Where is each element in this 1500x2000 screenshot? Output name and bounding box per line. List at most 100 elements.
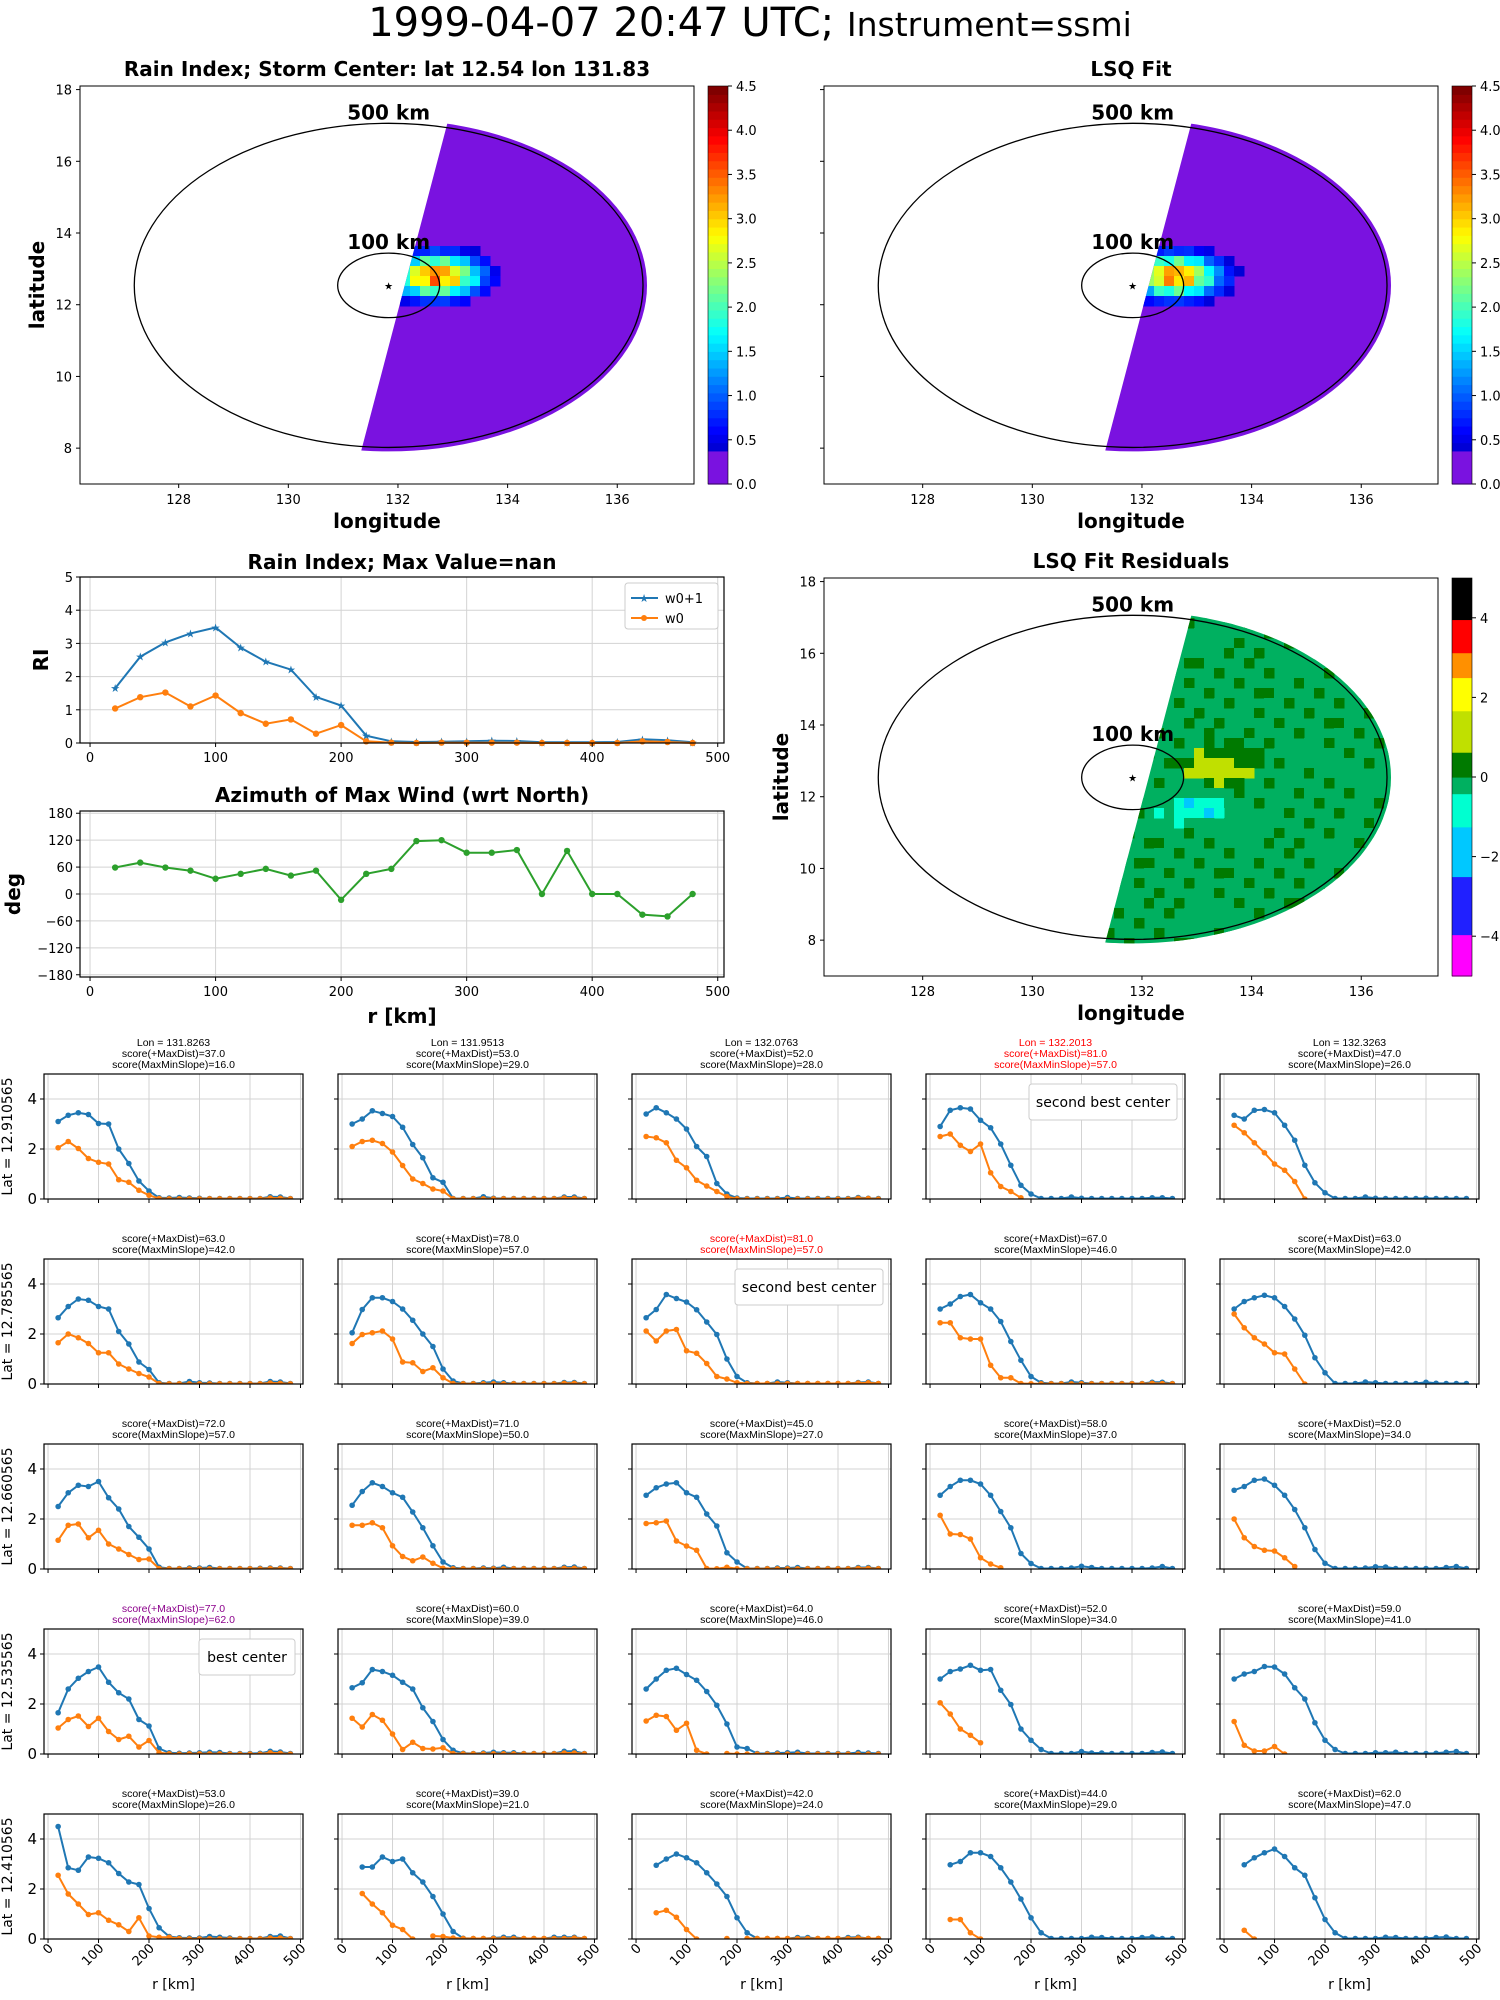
data-point: [1322, 1737, 1328, 1744]
series-w0+1: [55, 1109, 294, 1199]
heatmap-cell: [1324, 598, 1335, 609]
heatmap-cell: [1154, 276, 1165, 287]
data-point: [105, 1494, 112, 1501]
heatmap-cell: [884, 688, 895, 699]
heatmap-cell: [1314, 918, 1325, 929]
heatmap-cell: [420, 276, 431, 287]
heatmap-cell: [1244, 768, 1255, 779]
heatmap-cell: [1174, 246, 1185, 257]
panel-title: Rain Index; Max Value=nan: [248, 550, 557, 574]
data-point: [216, 1565, 223, 1569]
data-point: [987, 1561, 994, 1567]
heatmap-cell: [1204, 718, 1215, 729]
heatmap-cell: [844, 898, 855, 909]
heatmap-cell: [1214, 758, 1225, 769]
heatmap-cell: [1114, 658, 1125, 669]
data-point: [764, 1751, 771, 1754]
panel-score-label: score(MaxMinSlope)=24.0: [700, 1799, 823, 1811]
heatmap-cell: [984, 878, 995, 889]
data-point: [663, 1713, 670, 1720]
data-point: [65, 1331, 72, 1337]
series-line: [645, 1481, 879, 1569]
data-point: [875, 1935, 882, 1939]
heatmap-cell: [1344, 898, 1355, 909]
heatmap-cell: [934, 598, 945, 609]
heatmap-cell: [964, 618, 975, 629]
heatmap-cell: [1194, 658, 1205, 669]
heatmap-cell: [1274, 858, 1285, 869]
data-point: [440, 1565, 446, 1569]
heatmap-cell: [1134, 578, 1145, 589]
data-point: [399, 1306, 406, 1312]
data-point: ★: [211, 621, 221, 634]
data-point: [146, 1192, 152, 1199]
series-w0+1: [1231, 1476, 1470, 1569]
colorbar-segment: [1452, 586, 1472, 596]
data-point: [430, 1542, 436, 1549]
heatmap-cell: [984, 588, 995, 599]
heatmap-cell: [1174, 968, 1185, 979]
data-point: [146, 1374, 152, 1380]
heatmap-cell: [1224, 768, 1235, 779]
data-point: [967, 1732, 974, 1739]
data-point: [337, 721, 345, 729]
heatmap-cell: [1254, 858, 1265, 869]
data-point: [1241, 1129, 1248, 1136]
axes-frame: [1219, 1443, 1480, 1570]
data-point: [379, 1328, 386, 1334]
data-point: [1231, 1306, 1237, 1312]
heatmap-cell: [1344, 588, 1355, 599]
heatmap-cell: [1334, 728, 1345, 739]
panel-score-label: score(+MaxDist)=42.0: [710, 1788, 813, 1800]
heatmap-cell: [1024, 658, 1035, 669]
data-point: [95, 1909, 102, 1916]
panel-score-label: score(MaxMinSlope)=41.0: [1288, 1614, 1411, 1626]
data-point: [287, 1751, 294, 1754]
heatmap-cell: [1184, 798, 1195, 809]
heatmap-cell: [1214, 718, 1225, 729]
data-point: [1098, 1380, 1105, 1384]
data-point: [764, 1565, 771, 1569]
heatmap-cell: [1294, 898, 1305, 909]
data-point: [734, 1559, 740, 1565]
data-point: [1251, 1748, 1258, 1754]
data-point: [653, 1519, 660, 1526]
heatmap-cell: [1194, 828, 1205, 839]
data-point: [105, 1161, 112, 1167]
colorbar-segment: [1452, 334, 1472, 344]
heatmap-cell: [1234, 668, 1245, 679]
series-w0: [55, 1331, 294, 1384]
heatmap-cell: [1314, 828, 1325, 839]
data-point: [997, 1183, 1004, 1190]
series-w0: [349, 1519, 588, 1569]
data-point: [262, 865, 269, 873]
data-point: [136, 1716, 142, 1723]
heatmap-cell: [380, 256, 391, 267]
data-point: [267, 1749, 273, 1754]
data-point: [804, 1565, 811, 1569]
data-point: [1332, 1746, 1338, 1753]
data-point: [937, 1699, 943, 1706]
colorbar-segment: [1452, 810, 1472, 820]
data-point: [287, 1935, 294, 1939]
heatmap-cell: [1284, 588, 1295, 599]
colorbar-segment: [1452, 611, 1472, 621]
y-tick-label: 5: [65, 571, 73, 586]
axes-frame: [337, 1628, 598, 1755]
colorbar-segment: [708, 434, 728, 444]
data-point: [581, 1935, 588, 1939]
data-point: [714, 1188, 720, 1195]
data-point: [734, 1379, 740, 1384]
data-point: ★: [311, 691, 321, 704]
data-point: [510, 1380, 517, 1384]
data-point: [156, 1924, 162, 1931]
heatmap-cell: [1034, 678, 1045, 689]
heatmap-cell: [1114, 798, 1125, 809]
heatmap-cell: [1274, 898, 1285, 909]
panel-score-label: score(+MaxDist)=52.0: [1298, 1418, 1401, 1430]
heatmap-cell: [834, 838, 845, 849]
data-point: [571, 1565, 578, 1569]
panel-score-label: score(+MaxDist)=37.0: [122, 1048, 225, 1060]
data-point: [389, 1542, 396, 1549]
heatmap-cell: [954, 968, 965, 979]
